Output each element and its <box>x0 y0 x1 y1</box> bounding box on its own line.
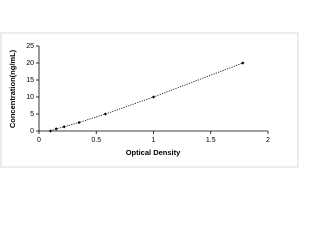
y-tick-label: 5 <box>30 111 34 118</box>
x-tick-label: 0 <box>37 137 41 144</box>
y-axis-title: Concentration(ng/mL) <box>8 49 17 128</box>
y-tick-label: 25 <box>26 43 34 50</box>
x-axis-title: Optical Density <box>126 148 181 157</box>
x-tick-label: 1.5 <box>206 137 216 144</box>
y-tick-label: 15 <box>26 77 34 84</box>
data-point <box>241 61 245 65</box>
y-tick-label: 0 <box>30 128 34 135</box>
data-point <box>48 129 53 133</box>
trend-line <box>50 62 243 132</box>
y-tick-label: 20 <box>26 60 34 67</box>
data-point <box>103 112 108 116</box>
data-point <box>62 125 66 129</box>
x-tick-label: 0.5 <box>91 137 101 144</box>
data-point <box>151 95 156 99</box>
data-point <box>54 127 58 131</box>
x-tick-label: 1 <box>152 137 156 144</box>
chart: Optical Density Concentration(ng/mL) 0 5 1… <box>0 32 299 168</box>
chart-frame <box>0 32 299 168</box>
data-point <box>77 120 81 125</box>
y-tick-label: 10 <box>26 94 34 101</box>
x-tick-label: 2 <box>266 137 270 144</box>
